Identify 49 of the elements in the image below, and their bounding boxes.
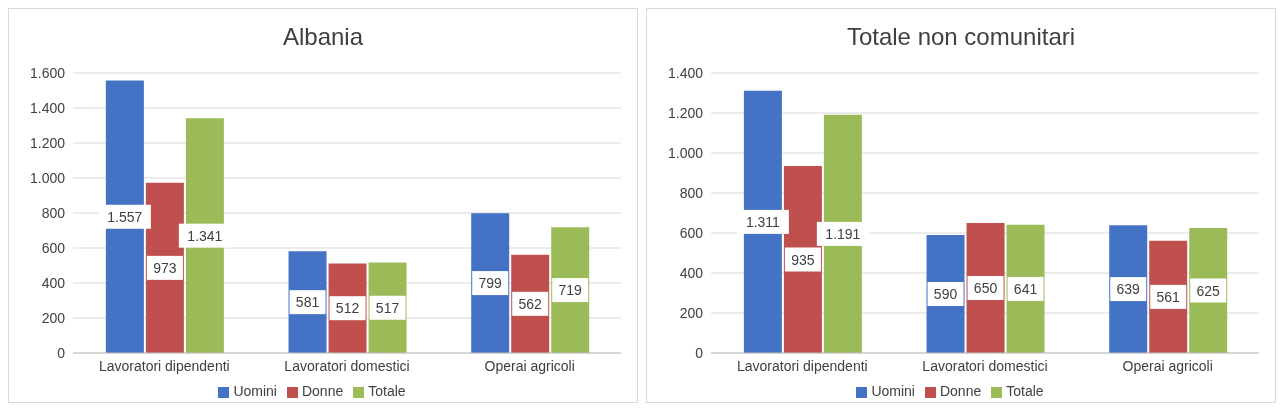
data-label: 581	[295, 294, 320, 311]
x-tick-label: Operai agricoli	[1122, 357, 1213, 374]
data-label: 512	[335, 300, 360, 317]
y-tick-label: 1.000	[29, 169, 66, 186]
legend-label: Uomini	[233, 383, 277, 399]
x-tick-label: Lavoratori domestici	[922, 357, 1048, 374]
y-tick-label: 200	[679, 304, 704, 321]
data-label: 650	[973, 280, 998, 296]
legend-label: Donne	[301, 383, 344, 399]
data-label: 590	[933, 286, 958, 302]
y-tick-label: 800	[41, 204, 66, 221]
data-label: 562	[518, 295, 543, 312]
data-label: 799	[478, 275, 503, 292]
data-label: 1.311	[745, 213, 781, 230]
legend-label: Totale	[368, 383, 406, 399]
data-label: 517	[375, 299, 400, 316]
data-label: 935	[791, 251, 815, 268]
data-label: 641	[1013, 280, 1038, 297]
y-tick-label: 600	[679, 224, 704, 241]
y-tick-label: 1.400	[667, 64, 704, 81]
y-tick-label: 1.200	[667, 104, 704, 121]
y-tick-label: 1.600	[29, 64, 66, 81]
chart-title: Albania	[281, 23, 365, 52]
y-tick-label: 800	[679, 184, 704, 201]
y-tick-label: 600	[41, 239, 66, 256]
data-label: 1.191	[825, 225, 861, 242]
y-tick-label: 400	[41, 274, 66, 291]
y-tick-label: 1.400	[29, 99, 66, 116]
y-tick-label: 0	[695, 344, 704, 361]
data-label: 719	[558, 282, 583, 299]
chart-title: Totale non comunitari	[845, 23, 1077, 52]
legend-label: Donne	[939, 383, 982, 399]
x-tick-label: Lavoratori dipendenti	[736, 357, 868, 374]
data-label: 639	[1116, 281, 1141, 298]
x-tick-label: Operai agricoli	[484, 357, 575, 374]
data-label: 561	[1156, 288, 1181, 305]
data-label: 625	[1196, 282, 1221, 299]
legend-label: Uomini	[871, 383, 915, 399]
legend-label: Totale	[1006, 383, 1044, 399]
x-tick-label: Lavoratori domestici	[284, 357, 410, 374]
x-tick-label: Lavoratori dipendenti	[98, 357, 230, 374]
data-label: 973	[153, 259, 177, 276]
y-tick-label: 1.000	[667, 144, 704, 161]
y-tick-label: 1.200	[29, 134, 66, 151]
y-tick-label: 200	[41, 309, 66, 326]
data-label: 1.557	[107, 208, 143, 225]
data-label: 1.341	[187, 227, 223, 244]
y-tick-label: 0	[57, 344, 66, 361]
y-tick-label: 400	[679, 264, 704, 281]
